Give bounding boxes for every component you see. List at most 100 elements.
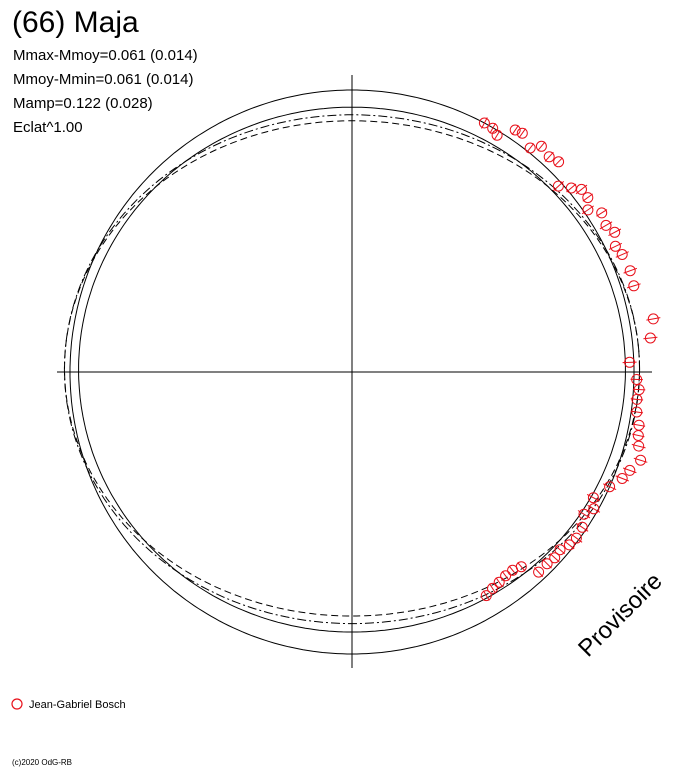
point-marker bbox=[624, 265, 636, 277]
error-bar bbox=[518, 128, 527, 139]
point-marker bbox=[487, 582, 498, 594]
data-point bbox=[581, 204, 594, 216]
point-marker bbox=[582, 204, 594, 216]
error-bar bbox=[566, 183, 577, 193]
point-marker bbox=[480, 590, 492, 602]
data-point bbox=[576, 521, 589, 533]
error-bar bbox=[493, 130, 501, 141]
data-point bbox=[622, 356, 637, 368]
data-point bbox=[630, 374, 643, 385]
data-point bbox=[543, 151, 555, 163]
error-bar bbox=[632, 423, 646, 427]
point-marker bbox=[587, 492, 599, 504]
point-marker bbox=[554, 544, 566, 556]
error-bar bbox=[489, 123, 496, 134]
error-bar bbox=[533, 567, 544, 577]
data-point bbox=[602, 481, 617, 493]
data-point bbox=[630, 393, 644, 405]
data-point bbox=[487, 122, 499, 134]
data-point bbox=[480, 590, 492, 602]
copyright-text: (c)2020 OdG-RB bbox=[12, 758, 72, 767]
data-point bbox=[491, 129, 503, 141]
error-bar bbox=[554, 545, 566, 555]
data-point bbox=[565, 182, 577, 194]
data-point bbox=[516, 127, 528, 139]
data-point bbox=[570, 532, 583, 544]
error-bar bbox=[517, 562, 526, 572]
point-marker bbox=[493, 576, 505, 588]
point-marker bbox=[570, 532, 582, 544]
point-marker bbox=[535, 140, 547, 152]
error-bar bbox=[501, 570, 510, 581]
point-marker bbox=[524, 142, 536, 154]
point-marker bbox=[491, 129, 503, 141]
data-point bbox=[615, 473, 629, 484]
error-bar bbox=[554, 157, 563, 167]
point-marker bbox=[616, 249, 628, 260]
point-marker bbox=[644, 332, 656, 344]
data-point bbox=[643, 332, 658, 344]
error-bar bbox=[542, 559, 552, 569]
data-point bbox=[582, 192, 594, 204]
error-bar bbox=[511, 125, 519, 135]
point-marker bbox=[578, 508, 590, 520]
point-marker bbox=[533, 566, 545, 578]
data-point bbox=[533, 566, 545, 578]
model-curve-solid bbox=[78, 106, 626, 633]
point-marker bbox=[543, 151, 555, 163]
data-point bbox=[507, 564, 519, 576]
point-marker bbox=[500, 570, 512, 582]
data-point bbox=[586, 492, 600, 504]
point-marker bbox=[516, 127, 528, 139]
point-marker bbox=[478, 117, 490, 129]
data-point bbox=[553, 156, 565, 168]
error-bar bbox=[632, 433, 645, 438]
error-bar bbox=[526, 143, 535, 153]
data-point bbox=[500, 570, 512, 582]
error-bar bbox=[489, 583, 497, 594]
error-bar bbox=[582, 193, 593, 202]
point-marker bbox=[588, 503, 600, 515]
stat-line-4: Eclat^1.00 bbox=[13, 119, 83, 136]
point-marker bbox=[596, 207, 608, 219]
point-marker bbox=[635, 454, 647, 466]
point-marker bbox=[553, 156, 565, 168]
point-marker bbox=[600, 219, 612, 231]
data-point bbox=[608, 226, 622, 238]
watermark-text: Provisoire bbox=[573, 568, 668, 663]
data-point bbox=[509, 124, 521, 136]
stat-line-3: Mamp=0.122 (0.028) bbox=[13, 95, 153, 112]
error-bar bbox=[508, 565, 517, 576]
point-marker bbox=[628, 280, 640, 292]
point-marker bbox=[582, 192, 594, 204]
point-marker bbox=[647, 313, 659, 325]
data-point bbox=[535, 140, 547, 152]
point-marker bbox=[552, 180, 564, 192]
error-bar bbox=[537, 141, 546, 151]
data-point bbox=[596, 207, 608, 219]
data-point bbox=[478, 117, 490, 129]
data-point bbox=[599, 219, 613, 231]
data-point bbox=[630, 406, 644, 418]
point-marker bbox=[616, 473, 628, 484]
point-marker bbox=[549, 552, 561, 564]
data-point bbox=[646, 313, 661, 325]
legend-marker-icon bbox=[11, 698, 23, 710]
point-marker bbox=[576, 521, 588, 533]
error-bar bbox=[596, 209, 608, 217]
data-point bbox=[587, 503, 601, 515]
point-marker bbox=[541, 558, 553, 570]
error-bar bbox=[549, 553, 560, 563]
data-point bbox=[631, 440, 646, 452]
point-marker bbox=[509, 124, 521, 136]
data-point bbox=[549, 552, 561, 564]
point-marker bbox=[631, 374, 643, 385]
data-point bbox=[493, 576, 505, 588]
model-curve-dashdot bbox=[63, 114, 641, 625]
point-marker bbox=[576, 183, 587, 195]
data-point bbox=[632, 419, 646, 431]
data-point bbox=[563, 539, 575, 551]
error-bar bbox=[482, 590, 490, 601]
data-point bbox=[577, 508, 591, 520]
